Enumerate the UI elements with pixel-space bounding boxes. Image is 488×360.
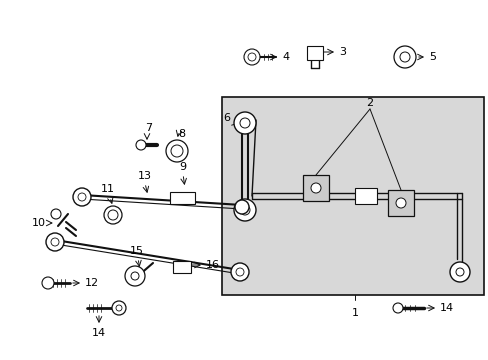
Text: 12: 12 — [85, 278, 99, 288]
Bar — [387, 190, 413, 216]
Text: 10: 10 — [32, 218, 46, 228]
Circle shape — [116, 305, 122, 311]
Circle shape — [240, 118, 249, 128]
Circle shape — [392, 303, 402, 313]
Circle shape — [78, 193, 86, 201]
Text: 6: 6 — [223, 113, 230, 123]
Circle shape — [42, 277, 54, 289]
Bar — [222, 97, 483, 295]
Text: 16: 16 — [205, 260, 220, 270]
Text: 3: 3 — [338, 47, 346, 57]
Circle shape — [240, 205, 249, 215]
Text: 5: 5 — [428, 52, 435, 62]
Circle shape — [112, 301, 126, 315]
Circle shape — [234, 112, 256, 134]
Circle shape — [455, 268, 463, 276]
Text: 14: 14 — [439, 303, 453, 313]
Text: 4: 4 — [282, 52, 288, 62]
Bar — [354, 188, 376, 204]
Text: 9: 9 — [179, 162, 186, 172]
Bar — [303, 175, 328, 201]
Bar — [170, 192, 195, 204]
Circle shape — [165, 140, 187, 162]
Circle shape — [310, 183, 320, 193]
Bar — [306, 46, 323, 60]
Circle shape — [235, 200, 248, 214]
Circle shape — [51, 238, 59, 246]
Text: 8: 8 — [178, 129, 185, 139]
Circle shape — [46, 233, 64, 251]
Bar — [173, 261, 191, 273]
Circle shape — [247, 53, 256, 61]
Circle shape — [73, 188, 91, 206]
Circle shape — [136, 140, 146, 150]
Text: 13: 13 — [138, 171, 152, 181]
Circle shape — [395, 198, 405, 208]
Text: 11: 11 — [101, 184, 115, 194]
Circle shape — [230, 263, 248, 281]
Circle shape — [131, 272, 139, 280]
Circle shape — [51, 209, 61, 219]
Text: 7: 7 — [145, 123, 152, 133]
Circle shape — [234, 199, 256, 221]
Circle shape — [125, 266, 145, 286]
Circle shape — [104, 206, 122, 224]
Circle shape — [236, 268, 244, 276]
Text: 14: 14 — [92, 328, 106, 338]
Text: 1: 1 — [351, 308, 358, 318]
Circle shape — [108, 210, 118, 220]
Circle shape — [393, 46, 415, 68]
Circle shape — [399, 52, 409, 62]
Circle shape — [449, 262, 469, 282]
Circle shape — [171, 145, 183, 157]
Text: 15: 15 — [130, 246, 143, 256]
Circle shape — [244, 49, 260, 65]
Text: 2: 2 — [366, 98, 373, 108]
